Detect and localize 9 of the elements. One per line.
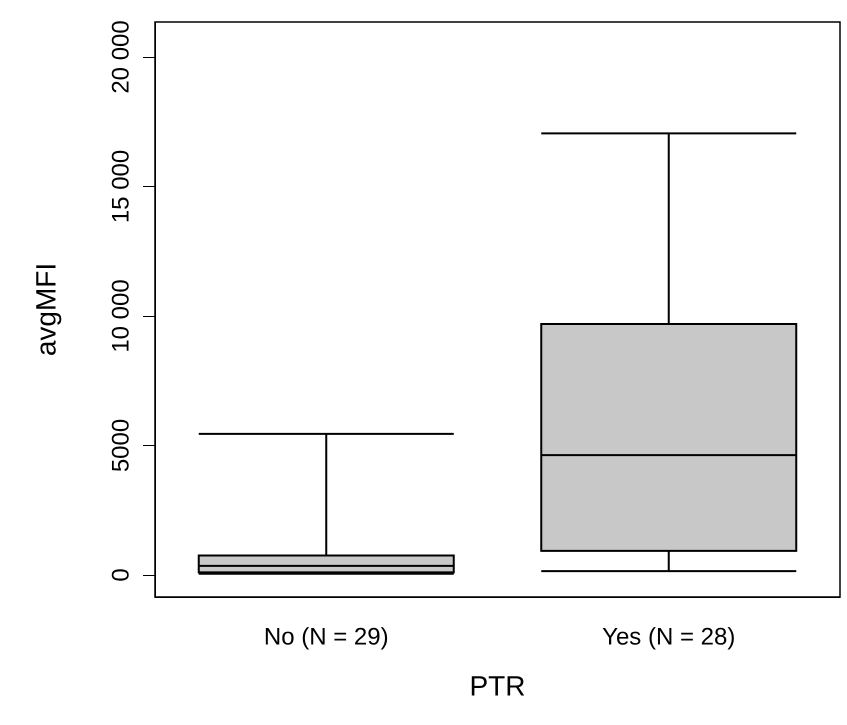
- x-tick-label: Yes (N = 28): [602, 624, 736, 650]
- y-axis-title: avgMFI: [30, 262, 62, 356]
- y-tick-label: 5000: [108, 418, 134, 472]
- y-tick-label: 15 000: [108, 150, 134, 224]
- y-tick-label: 0: [108, 568, 134, 582]
- x-tick-label: No (N = 29): [264, 624, 389, 650]
- x-axis-title: PTR: [470, 670, 526, 702]
- y-tick-label: 20 000: [108, 20, 134, 94]
- y-tick-label: 10 000: [108, 279, 134, 353]
